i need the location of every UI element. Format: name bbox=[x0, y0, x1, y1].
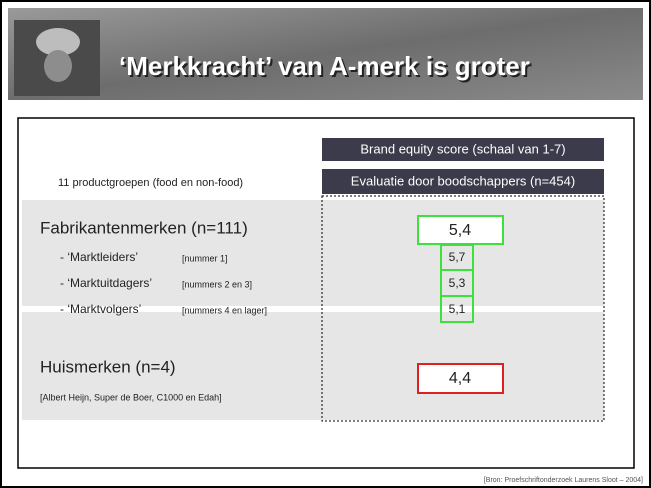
source: [Bron: Proefschriftonderzoek Laurens Slo… bbox=[484, 477, 643, 484]
group-name: Fabrikantenmerken (n=111) bbox=[40, 218, 248, 237]
title-shadow: ‘Merkkracht’ van A-merk is groter bbox=[121, 53, 532, 83]
header-banner bbox=[8, 8, 643, 100]
group-score: 5,4 bbox=[449, 222, 471, 239]
photo-hat bbox=[36, 28, 80, 56]
score-box bbox=[417, 215, 504, 245]
title: ‘Merkkracht’ van A-merk is groter bbox=[119, 51, 530, 81]
row-score: 5,3 bbox=[449, 276, 466, 290]
row-score: 5,1 bbox=[449, 302, 466, 316]
content-frame bbox=[17, 117, 635, 469]
sub-score-box bbox=[440, 244, 474, 323]
column-header: Brand equity score (schaal van 1-7) bbox=[360, 141, 565, 156]
row-note: [nummer 1] bbox=[182, 253, 228, 263]
row-label: - ‘Marktleiders’ bbox=[60, 250, 138, 264]
row-header: 11 productgroepen (food en non-food) bbox=[58, 177, 243, 189]
row-score: 5,7 bbox=[449, 250, 466, 264]
row-label: - ‘Marktvolgers’ bbox=[60, 302, 141, 316]
score-box bbox=[417, 363, 504, 394]
group-band bbox=[22, 200, 604, 306]
column-header: Evaluatie door boodschappers (n=454) bbox=[351, 173, 575, 188]
row-label: - ‘Marktuitdagers’ bbox=[60, 276, 152, 290]
dashed-column bbox=[321, 195, 605, 422]
column-header-box bbox=[322, 169, 604, 194]
group-note: [Albert Heijn, Super de Boer, C1000 en E… bbox=[40, 392, 222, 402]
row-note: [nummers 4 en lager] bbox=[182, 305, 267, 315]
group-score: 4,4 bbox=[449, 370, 471, 387]
group-band bbox=[22, 312, 604, 420]
row-note: [nummers 2 en 3] bbox=[182, 279, 252, 289]
column-header-box bbox=[322, 138, 604, 161]
group-name: Huismerken (n=4) bbox=[40, 357, 176, 376]
photo-face bbox=[44, 50, 72, 82]
